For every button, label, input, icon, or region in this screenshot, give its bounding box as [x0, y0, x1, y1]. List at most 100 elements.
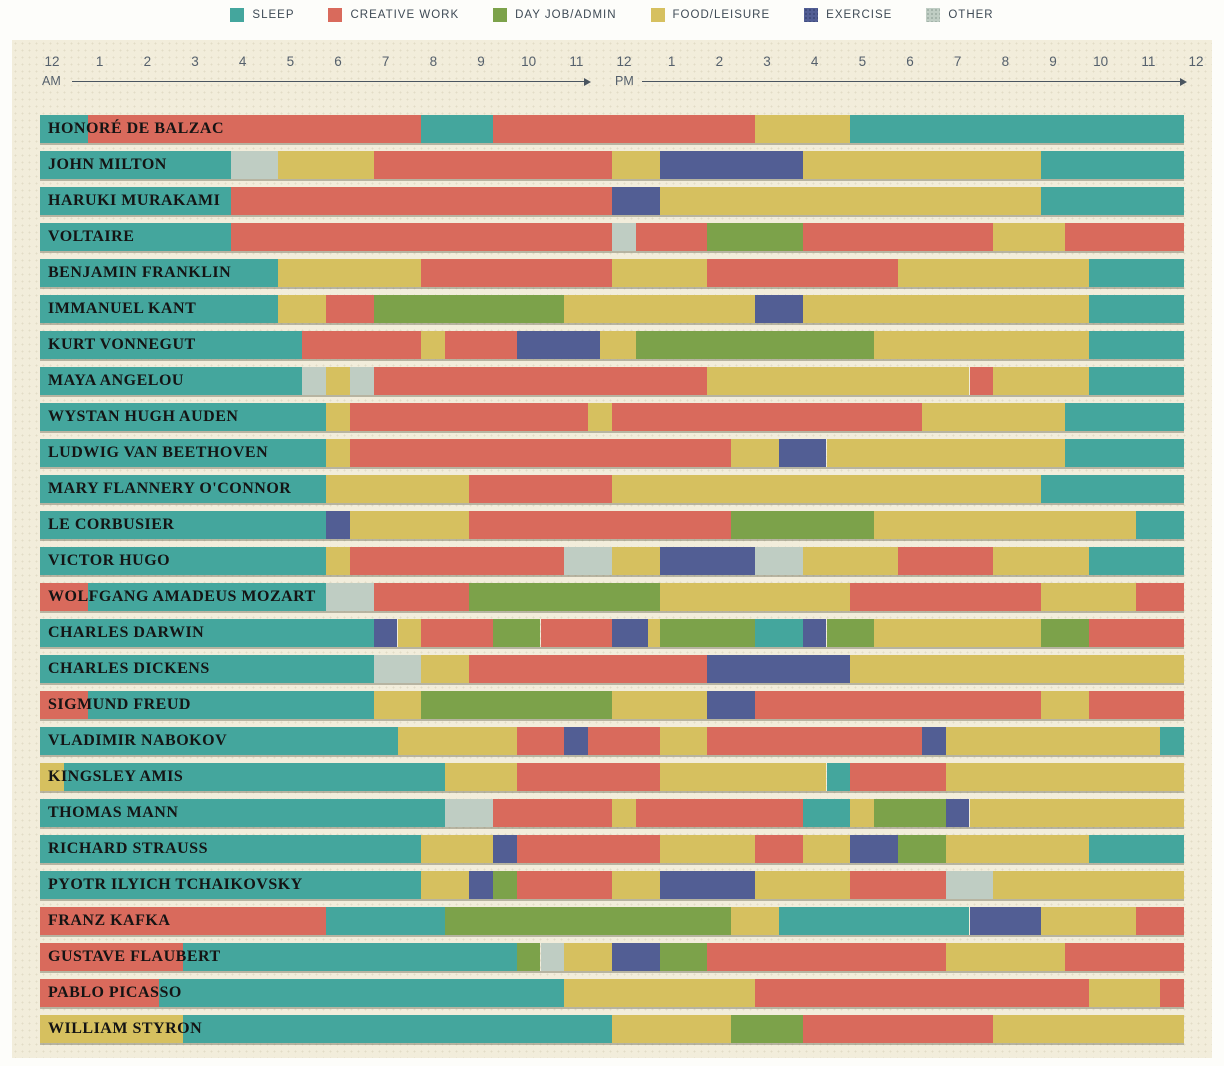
segment-exercise [326, 511, 350, 539]
axis-tick-label: 10 [521, 54, 537, 69]
person-name-label: MARY FLANNERY O'CONNOR [48, 480, 292, 497]
segment-other [540, 943, 565, 971]
segment-food [612, 475, 1041, 503]
segment-dayjob [874, 799, 946, 827]
segment-exercise [564, 727, 589, 755]
segment-creative [898, 547, 994, 575]
segment-sleep [40, 835, 422, 863]
segment-dayjob [635, 331, 875, 359]
legend-label: DAY JOB/ADMIN [515, 9, 617, 21]
segment-food [755, 115, 851, 143]
segment-sleep [40, 799, 446, 827]
person-name-label: VICTOR HUGO [48, 552, 171, 569]
segment-food [40, 763, 64, 791]
timeline-row: MAYA ANGELOU [40, 367, 1184, 397]
axis-tick-label: 8 [1001, 54, 1010, 69]
legend-item-creative: CREATIVE WORK [328, 8, 459, 22]
axis-tick-label: 7 [953, 54, 962, 69]
segment-food [802, 295, 1089, 323]
segment-other [755, 547, 803, 575]
person-name-label: VLADIMIR NABOKOV [48, 732, 228, 749]
axis-tick-label: 9 [1049, 54, 1057, 69]
segment-creative [40, 907, 326, 935]
segment-other [445, 799, 493, 827]
segment-sleep [1160, 727, 1184, 755]
am-label: AM [42, 74, 61, 88]
segment-sleep [1088, 259, 1184, 287]
segment-creative [850, 871, 946, 899]
segment-food [826, 439, 1065, 467]
segment-creative [445, 331, 517, 359]
segment-sleep [63, 763, 446, 791]
segment-creative [40, 979, 160, 1007]
person-name-label: CHARLES DARWIN [48, 624, 205, 641]
legend-label: CREATIVE WORK [350, 9, 460, 21]
segment-creative [612, 403, 922, 431]
segment-creative [40, 943, 183, 971]
segment-dayjob [659, 619, 755, 647]
segment-food [802, 547, 898, 575]
segment-exercise [612, 943, 660, 971]
creative-swatch-icon [328, 8, 343, 22]
segment-food [731, 439, 779, 467]
timeline-row: LUDWIG VAN BEETHOVEN [40, 439, 1184, 469]
segment-exercise [778, 439, 827, 467]
timeline-row: WYSTAN HUGH AUDEN [40, 403, 1184, 433]
segment-sleep [40, 511, 326, 539]
segment-creative [40, 583, 88, 611]
segment-food [600, 331, 636, 359]
axis-tick-label: 9 [477, 54, 485, 69]
segment-food [1088, 979, 1161, 1007]
segment-sleep [1064, 439, 1184, 467]
segment-exercise [659, 151, 803, 179]
segment-exercise [612, 187, 660, 215]
axis-tick-label: 12 [1188, 54, 1204, 69]
segment-food [850, 799, 875, 827]
segment-creative [1088, 619, 1184, 647]
segment-exercise [373, 619, 398, 647]
person-name-label: WILLIAM STYRON [48, 1020, 203, 1037]
segment-exercise [707, 655, 851, 683]
axis-arrowhead-icon [1180, 77, 1187, 86]
segment-other [564, 547, 612, 575]
segment-dayjob [898, 835, 946, 863]
axis-arrowhead-icon [584, 77, 591, 86]
segment-dayjob [731, 1015, 803, 1043]
segment-other [302, 367, 326, 395]
axis-tick-label: 3 [191, 54, 199, 69]
person-name-label: THOMAS MANN [48, 804, 179, 821]
person-name-label: SIGMUND FREUD [48, 696, 191, 713]
axis-tick-label: 12 [616, 54, 632, 69]
segment-creative [635, 799, 803, 827]
segment-food [397, 619, 422, 647]
segment-dayjob [373, 295, 565, 323]
segment-sleep [40, 619, 374, 647]
segment-food [421, 871, 469, 899]
person-name-label: BENJAMIN FRANKLIN [48, 264, 232, 281]
segment-food [1041, 907, 1137, 935]
segment-sleep [40, 871, 422, 899]
segment-food [1041, 691, 1089, 719]
timeline-row: HONORÉ DE BALZAC [40, 115, 1184, 145]
segment-creative [40, 691, 88, 719]
segment-food [278, 295, 326, 323]
segment-food [921, 403, 1065, 431]
segment-other [373, 655, 422, 683]
segment-food [755, 871, 851, 899]
segment-exercise [492, 835, 517, 863]
segment-food [612, 799, 636, 827]
segment-food [612, 1015, 732, 1043]
chart-panel: 12 1 2 3 4 5 6 7 8 9 10 11 12 1 2 3 4 5 6 7 8 9 10 11 12 AM PM HON… [12, 40, 1212, 1058]
segment-food [421, 331, 446, 359]
segment-exercise [707, 691, 755, 719]
segment-creative [349, 547, 565, 575]
axis-tick-label: 4 [238, 54, 247, 69]
segment-sleep [40, 331, 303, 359]
segment-dayjob [445, 907, 732, 935]
segment-food [647, 619, 660, 647]
segment-sleep [40, 439, 326, 467]
segment-food [731, 907, 779, 935]
segment-food [612, 151, 660, 179]
person-name-label: RICHARD STRAUSS [48, 840, 208, 857]
timeline-row: HARUKI MURAKAMI [40, 187, 1184, 217]
